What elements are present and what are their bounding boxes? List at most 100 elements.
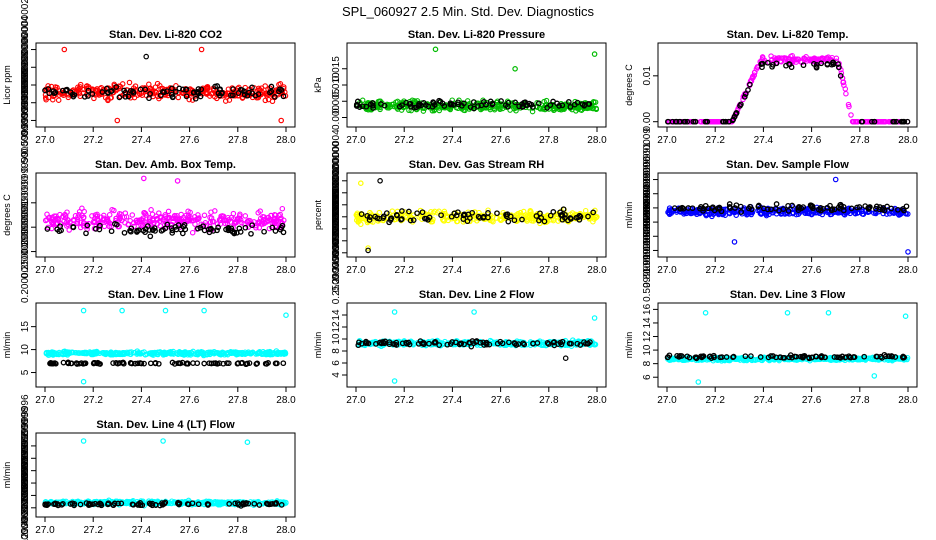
data-point [108, 228, 115, 235]
y-tick-label: 0.25000000000000000 [331, 201, 342, 304]
data-point [52, 89, 59, 96]
data-point [850, 354, 857, 360]
outlier-point [160, 438, 166, 444]
data-point [834, 354, 840, 361]
data-point [266, 349, 272, 355]
data-point [671, 205, 678, 211]
data-point [236, 225, 243, 232]
data-point [562, 211, 568, 218]
data-point [396, 103, 403, 110]
data-point [116, 94, 123, 101]
data-point [881, 118, 888, 125]
y-tick-label: 8 [642, 360, 653, 366]
data-point [430, 100, 437, 106]
outlier-point [702, 309, 709, 316]
data-point [208, 225, 214, 232]
data-point [502, 102, 509, 109]
data-point [835, 64, 842, 71]
data-point [169, 227, 176, 234]
data-point [858, 118, 865, 125]
data-point [780, 206, 787, 212]
x-tick-label: 27.4 [443, 135, 463, 146]
plot-frame [35, 302, 296, 388]
data-point [121, 229, 128, 236]
outlier-point [283, 312, 289, 319]
data-point [455, 99, 461, 106]
x-tick-label: 27.8 [228, 395, 248, 406]
data-point [207, 214, 213, 221]
x-tick-label: 28.0 [276, 525, 296, 536]
x-tick-label: 27.8 [850, 135, 870, 146]
data-point [726, 201, 733, 207]
data-point [84, 222, 91, 229]
x-tick-label: 27.0 [35, 525, 55, 536]
x-tick-label: 27.6 [180, 135, 200, 146]
x-tick-label: 27.0 [346, 135, 366, 146]
data-point [45, 501, 52, 507]
data-point [244, 218, 251, 225]
y-tick-label: 16 [642, 303, 653, 315]
data-point [43, 96, 49, 103]
data-point [591, 99, 597, 106]
outlier-point [784, 309, 791, 316]
data-point [247, 350, 253, 357]
data-point [533, 213, 540, 219]
data-point [113, 84, 120, 90]
data-point [869, 118, 875, 125]
data-point [505, 218, 512, 225]
data-point [139, 216, 145, 223]
data-point [214, 95, 220, 102]
data-point [417, 338, 424, 344]
data-point [126, 79, 133, 86]
data-point [253, 225, 259, 231]
data-point [468, 343, 475, 350]
data-point [75, 84, 81, 91]
x-tick-label: 27.8 [228, 265, 248, 276]
data-point [165, 208, 172, 215]
data-point [411, 104, 417, 111]
data-point [183, 212, 189, 219]
y-tick-label: 0.00 [642, 112, 653, 132]
data-point [134, 360, 141, 367]
data-point [195, 351, 201, 358]
data-point [201, 360, 208, 367]
data-point [212, 350, 218, 356]
data-point [759, 64, 765, 71]
data-point [265, 360, 271, 366]
data-point [149, 227, 156, 233]
data-point [425, 216, 431, 223]
data-point [183, 86, 190, 93]
y-tick-label: 6 [331, 360, 342, 366]
data-point [233, 351, 240, 358]
data-point [758, 61, 765, 67]
data-point [55, 502, 61, 509]
data-point [895, 206, 901, 213]
data-point [266, 225, 273, 232]
data-point [430, 210, 437, 216]
data-point [64, 223, 70, 229]
data-point [681, 211, 687, 217]
data-point [231, 216, 237, 222]
data-point [187, 209, 193, 216]
data-point [181, 222, 188, 228]
data-point [577, 342, 584, 348]
data-point [722, 212, 728, 218]
data-point [420, 108, 427, 114]
data-point [541, 218, 548, 225]
y-axis-label: degrees C [624, 64, 634, 106]
data-point [390, 101, 397, 107]
data-point [127, 87, 134, 94]
x-tick-label: 27.0 [657, 135, 677, 146]
x-tick-label: 27.6 [180, 395, 200, 406]
outlier-point [591, 315, 598, 321]
data-point [846, 103, 852, 110]
data-point [666, 352, 673, 359]
data-point [461, 341, 467, 348]
data-point [676, 118, 683, 125]
data-point [581, 339, 587, 345]
data-point [214, 221, 221, 227]
data-point [800, 62, 807, 69]
data-point [521, 341, 528, 348]
x-tick-label: 27.4 [443, 265, 463, 276]
